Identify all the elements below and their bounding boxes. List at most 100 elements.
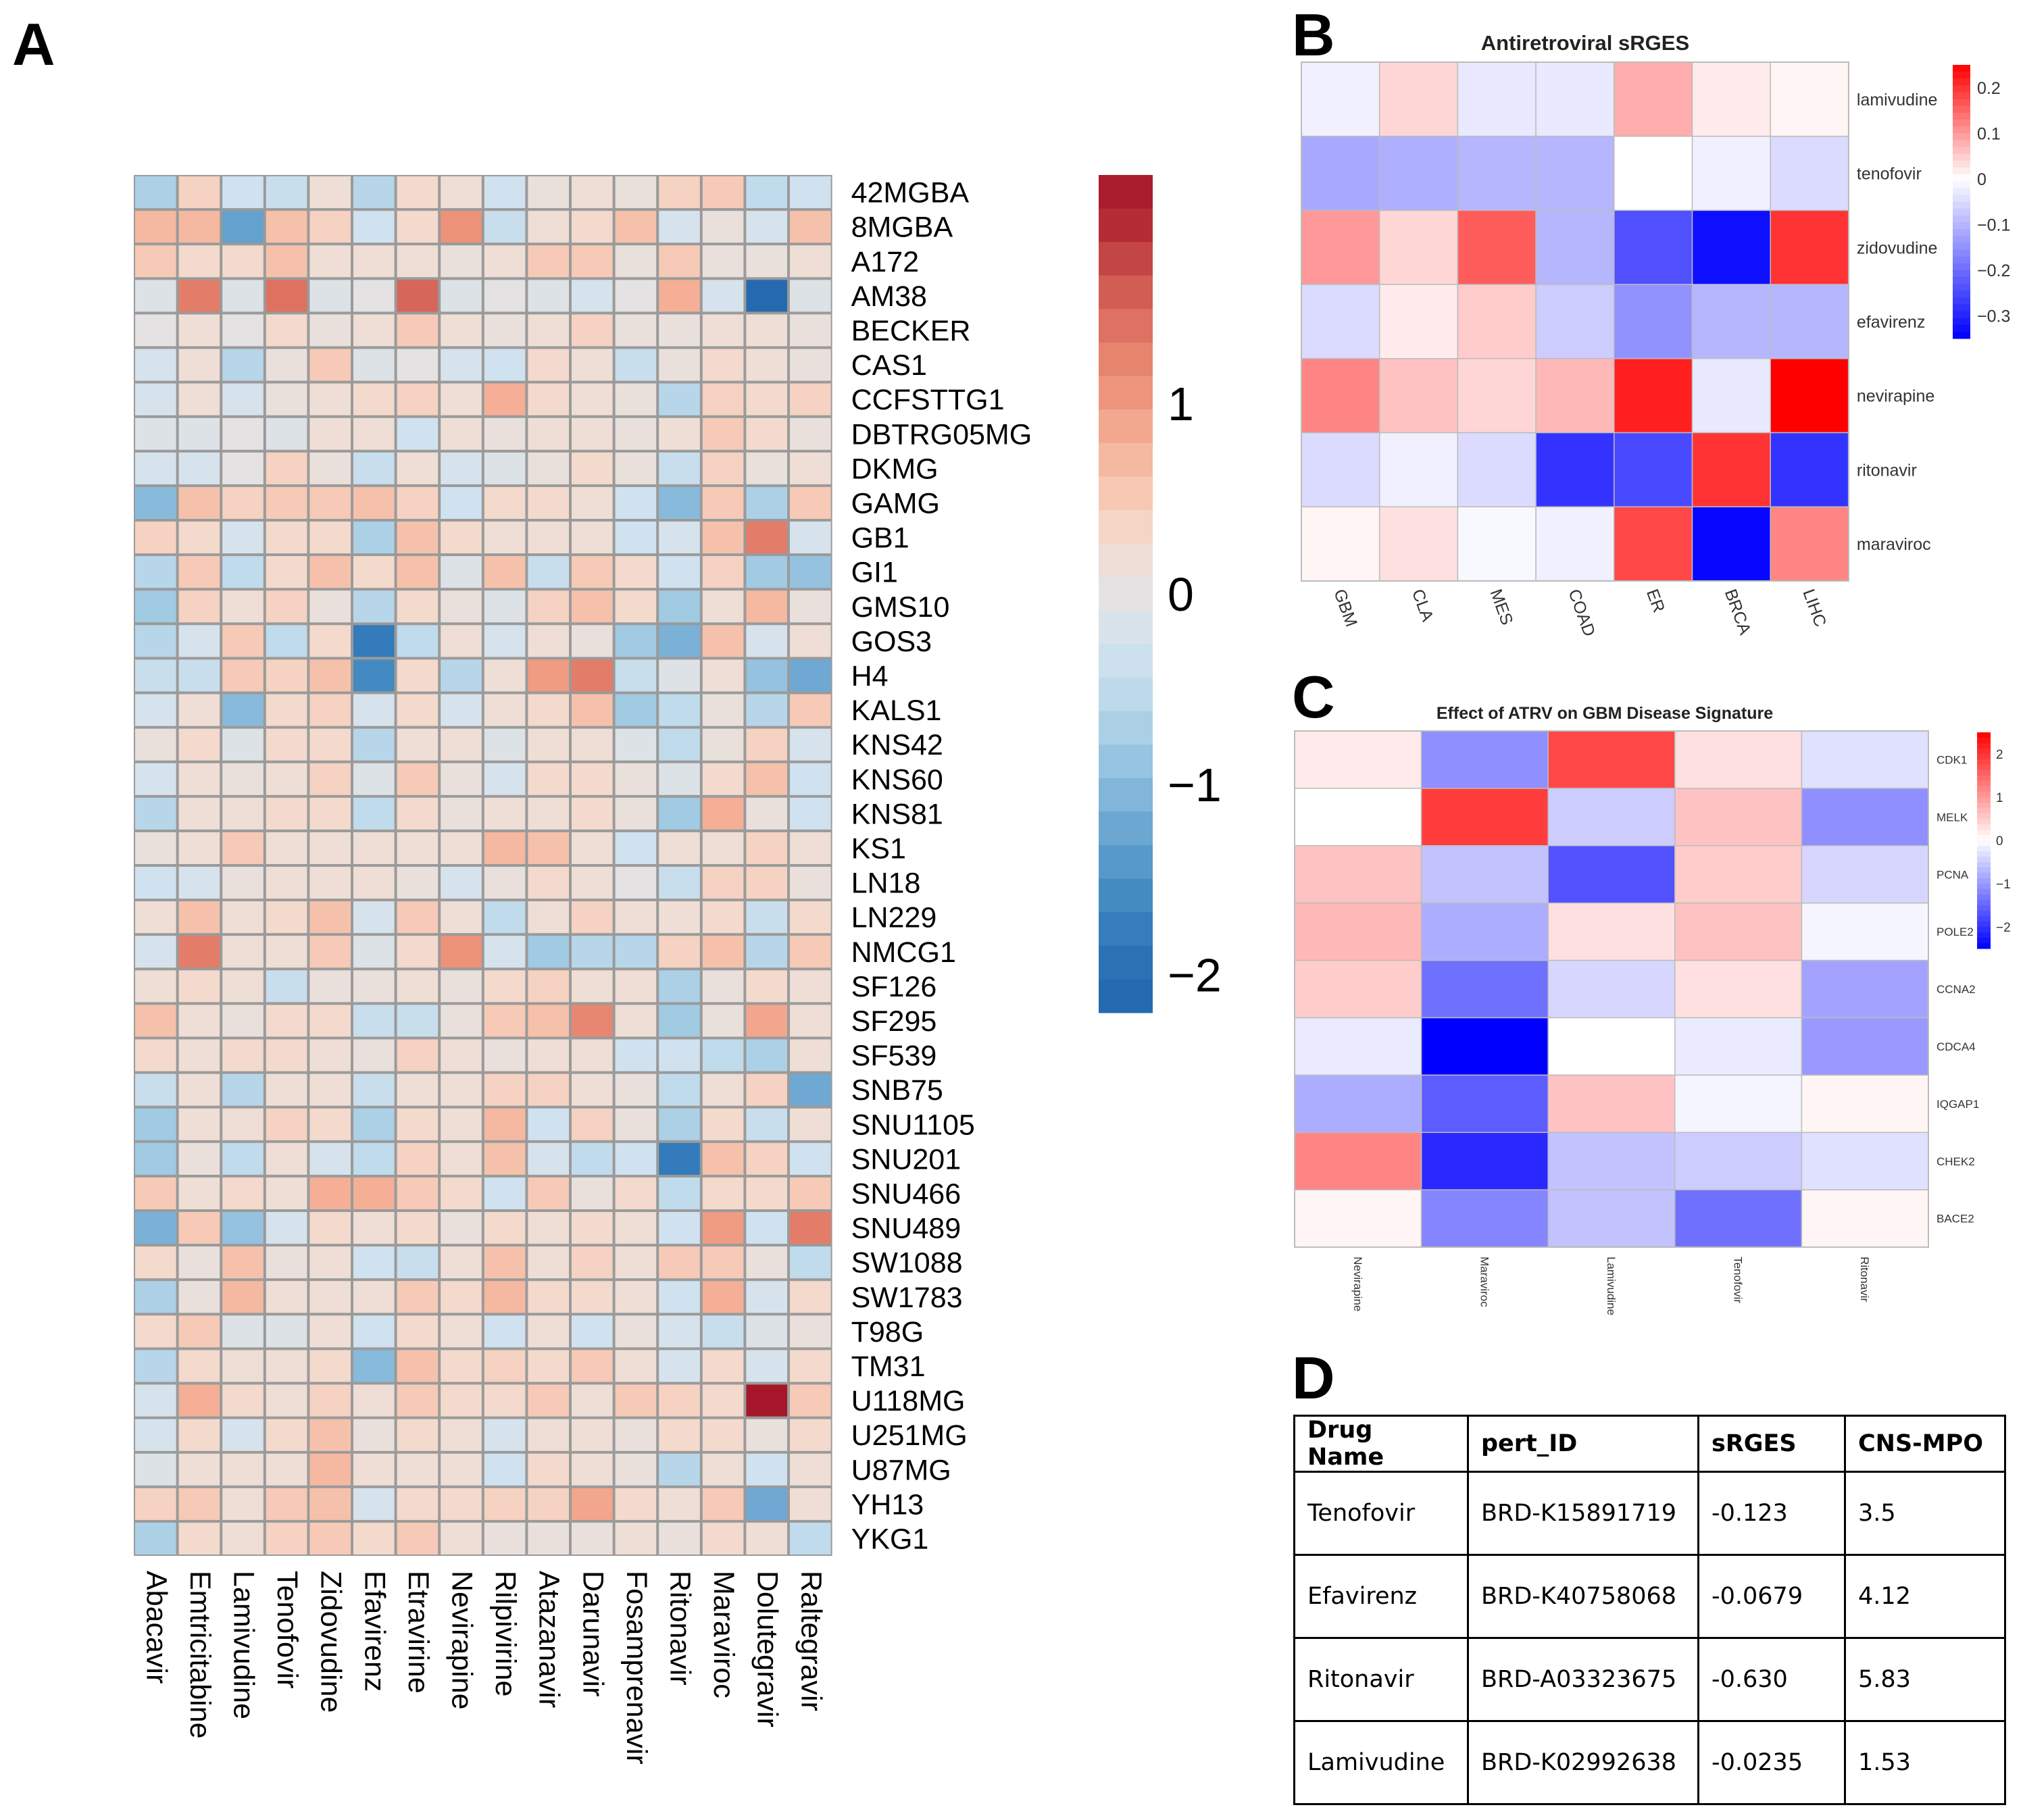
heatmap-a-cell	[746, 1005, 787, 1037]
heatmap-a-cell	[178, 486, 220, 519]
table-cell-cns-mpo: 1.53	[1844, 1720, 2006, 1805]
heatmap-a-cell	[353, 418, 395, 450]
heatmap-a-cell	[397, 728, 439, 761]
heatmap-b-row-label: maraviroc	[1857, 535, 1931, 554]
heatmap-a-cell	[746, 1281, 787, 1313]
heatmap-a-cell	[528, 1350, 569, 1382]
heatmap-a-cell	[397, 1384, 439, 1417]
heatmap-a-cell	[615, 418, 657, 450]
heatmap-a-column-label: Tenofovir	[271, 1571, 303, 1688]
heatmap-b-cell	[1770, 432, 1849, 507]
heatmap-a-cell	[615, 383, 657, 415]
heatmap-b-row-label: lamivudine	[1857, 91, 1938, 109]
heatmap-a-cell	[266, 625, 307, 657]
colorbar-c-segment	[1977, 867, 1991, 874]
heatmap-a-cell	[790, 832, 831, 864]
colorbar-c-segment	[1977, 921, 1991, 928]
heatmap-a-cell	[702, 349, 744, 381]
heatmap-a-cell	[484, 1488, 526, 1520]
heatmap-a-cell	[178, 728, 220, 761]
table-cell-srges: -0.0679	[1697, 1554, 1846, 1639]
heatmap-a-cell	[222, 832, 264, 864]
heatmap-c-column-label: Nevirapine	[1351, 1257, 1364, 1311]
colorbar-c-tick-label: −2	[1996, 921, 2011, 935]
heatmap-a-cell	[135, 1246, 176, 1279]
heatmap-a-cell	[790, 418, 831, 450]
heatmap-b-cell	[1457, 135, 1537, 211]
colorbar-c-segment	[1977, 878, 1991, 884]
heatmap-a-row-label: SF295	[851, 1005, 937, 1038]
heatmap-a-cell	[790, 1384, 831, 1417]
heatmap-a-cell	[353, 797, 395, 830]
panel-b-heatmap: Antiretroviral sRGES lamivudine tenofovir z…	[1301, 31, 2010, 639]
heatmap-a-cell	[309, 1177, 351, 1209]
heatmap-a-cell	[615, 211, 657, 243]
heatmap-a-cell	[441, 797, 482, 830]
heatmap-a-cell	[702, 1142, 744, 1175]
heatmap-a-cell	[266, 383, 307, 415]
colorbar-b-segment	[1953, 133, 1970, 141]
heatmap-a-row-label: CAS1	[851, 349, 927, 382]
heatmap-a-cell	[397, 970, 439, 1003]
colorbar-a-segment	[1099, 275, 1153, 309]
heatmap-a-cell	[309, 280, 351, 312]
heatmap-a-cell	[441, 556, 482, 588]
heatmap-a-cell	[702, 1005, 744, 1037]
heatmap-a-cell	[528, 970, 569, 1003]
heatmap-a-cell	[266, 211, 307, 243]
heatmap-a-cell	[790, 1281, 831, 1313]
heatmap-a-cell	[178, 867, 220, 899]
heatmap-a-cell	[659, 1246, 700, 1279]
heatmap-a-cell	[484, 1281, 526, 1313]
heatmap-a-cell	[266, 763, 307, 795]
heatmap-a-cell	[178, 1212, 220, 1244]
heatmap-a-cell	[353, 659, 395, 692]
heatmap-a-cell	[484, 1419, 526, 1451]
heatmap-a-cell	[615, 936, 657, 968]
heatmap-b-cell	[1457, 209, 1537, 285]
heatmap-a-cell	[702, 1488, 744, 1520]
heatmap-b-cell	[1535, 432, 1615, 507]
heatmap-a-cell	[222, 418, 264, 450]
heatmap-a-cell	[790, 625, 831, 657]
heatmap-a-cell	[528, 556, 569, 588]
heatmap-a-cell	[572, 1246, 613, 1279]
heatmap-a-column-label: Ritonavir	[664, 1571, 697, 1686]
heatmap-a-row-label: KNS81	[851, 798, 943, 830]
heatmap-a-cell	[790, 486, 831, 519]
table-cell-drug-name: Tenofovir	[1293, 1471, 1469, 1556]
heatmap-b-cell	[1535, 135, 1615, 211]
colorbar-c-segment	[1977, 862, 1991, 868]
heatmap-c-column-label: Tenofovir	[1732, 1257, 1745, 1303]
heatmap-a-cell	[659, 383, 700, 415]
colorbar-c-segment	[1977, 786, 1991, 792]
heatmap-a-row-label: YKG1	[851, 1523, 929, 1555]
heatmap-a-row-label: KALS1	[851, 694, 942, 727]
heatmap-a-cell	[397, 486, 439, 519]
heatmap-a-cell	[178, 1384, 220, 1417]
heatmap-a-cell	[397, 1073, 439, 1106]
heatmap-c-cell	[1801, 1189, 1929, 1248]
heatmap-a-cell	[572, 1177, 613, 1209]
heatmap-a-cell	[178, 625, 220, 657]
heatmap-a-cell	[528, 1142, 569, 1175]
heatmap-a-cell	[484, 1246, 526, 1279]
heatmap-a-cell	[397, 1212, 439, 1244]
heatmap-a-row-label: U87MG	[851, 1454, 951, 1486]
heatmap-a-cell	[178, 901, 220, 934]
heatmap-a-cell	[484, 1212, 526, 1244]
heatmap-a-cell	[309, 211, 351, 243]
heatmap-a-cell	[746, 1108, 787, 1140]
colorbar-a-segment	[1099, 878, 1153, 913]
heatmap-a-cell	[484, 867, 526, 899]
heatmap-a-cell	[222, 659, 264, 692]
heatmap-a-cell	[572, 486, 613, 519]
heatmap-a-cell	[790, 452, 831, 484]
heatmap-a-cell	[178, 1246, 220, 1279]
colorbar-b-segment	[1953, 112, 1970, 120]
heatmap-c-column-label: Ritonavir	[1858, 1257, 1871, 1302]
heatmap-a-cell	[135, 1522, 176, 1554]
heatmap-a-cell	[615, 1177, 657, 1209]
heatmap-a-cell	[441, 1073, 482, 1106]
heatmap-a-cell	[309, 1350, 351, 1382]
